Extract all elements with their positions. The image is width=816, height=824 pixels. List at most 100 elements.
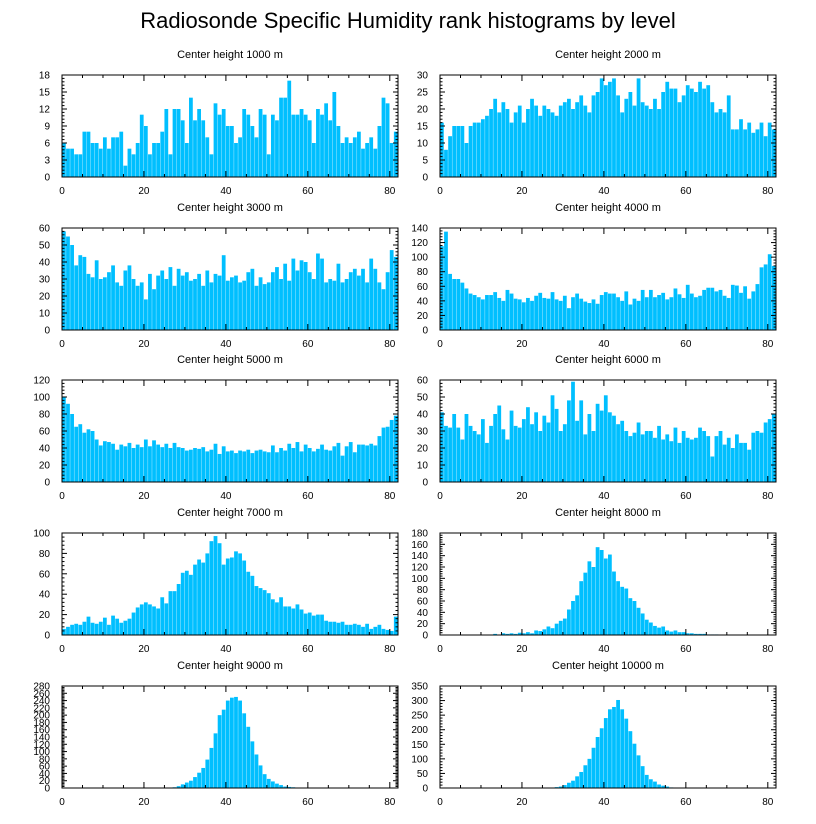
panel-title: Center height 10000 m — [552, 660, 664, 672]
bar — [270, 599, 275, 635]
x-tick-label: 60 — [680, 797, 692, 808]
y-tick-label: 160 — [33, 725, 50, 736]
bar — [550, 112, 555, 177]
bar — [485, 295, 489, 330]
bar — [448, 273, 452, 330]
x-tick-label: 60 — [302, 186, 314, 197]
y-tick-label: 15 — [417, 122, 429, 133]
bar — [127, 442, 132, 482]
y-tick-label: 40 — [39, 444, 51, 455]
bar — [460, 439, 465, 482]
y-tick-label: 120 — [411, 238, 428, 249]
bar — [230, 450, 234, 482]
bar — [653, 297, 657, 330]
bar — [534, 412, 539, 482]
bar — [201, 562, 206, 635]
bar — [148, 446, 152, 482]
y-tick-label: 200 — [33, 711, 50, 722]
bar — [74, 265, 79, 330]
bar — [82, 432, 87, 482]
bar — [254, 285, 259, 330]
bar — [176, 447, 181, 482]
bar — [526, 297, 530, 330]
bar — [393, 256, 398, 330]
x-tick-label: 80 — [384, 797, 396, 808]
y-tick-label: 100 — [411, 574, 428, 585]
bar — [710, 456, 715, 482]
bar — [743, 442, 747, 482]
x-tick-label: 40 — [220, 186, 232, 197]
bar — [119, 285, 124, 330]
x-tick-label: 0 — [437, 797, 443, 808]
bar — [344, 624, 349, 635]
bar — [620, 586, 625, 635]
bar — [336, 126, 341, 177]
y-tick-label: 150 — [411, 740, 428, 751]
bar — [698, 295, 702, 330]
bar — [74, 426, 79, 482]
bar — [291, 258, 296, 330]
bar — [254, 754, 259, 788]
bar — [472, 431, 477, 482]
y-tick-label: 350 — [411, 682, 428, 693]
panel-title: Center height 5000 m — [177, 354, 283, 366]
x-tick-label: 60 — [680, 186, 692, 197]
bar — [612, 571, 616, 635]
bar — [722, 444, 727, 482]
bar — [299, 451, 304, 482]
bar — [246, 571, 251, 635]
bar — [739, 292, 743, 330]
bar — [70, 245, 74, 330]
x-tick-label: 80 — [762, 644, 774, 655]
bar — [739, 442, 743, 482]
bar — [250, 126, 255, 177]
bar — [340, 282, 345, 330]
plot-frame — [439, 685, 777, 789]
x-tick-label: 0 — [437, 339, 443, 350]
bar — [279, 597, 283, 635]
bar — [571, 780, 575, 788]
y-tick-label: 160 — [411, 540, 428, 551]
bar — [340, 621, 345, 635]
bar — [172, 109, 177, 177]
bar — [98, 445, 103, 482]
x-tick-label: 0 — [59, 491, 65, 502]
bar — [197, 448, 201, 482]
bar — [608, 293, 612, 330]
bar — [381, 289, 386, 330]
bar — [205, 451, 210, 482]
bar — [389, 630, 394, 635]
bar — [320, 444, 324, 482]
bar — [336, 442, 341, 482]
y-tick-label: 0 — [422, 784, 428, 795]
bar — [324, 620, 329, 635]
bar — [238, 450, 242, 482]
bar — [221, 255, 226, 330]
bar — [209, 449, 214, 482]
bar — [168, 267, 173, 330]
bar — [476, 434, 481, 482]
y-tick-label: 30 — [417, 427, 429, 438]
bar — [648, 289, 653, 330]
bar — [480, 119, 485, 177]
bar — [78, 624, 83, 635]
bar — [747, 298, 752, 330]
bar — [632, 298, 637, 330]
bar — [763, 136, 768, 177]
bar — [480, 419, 485, 482]
y-tick-label: 50 — [39, 241, 51, 252]
bar — [603, 558, 608, 635]
bar — [575, 595, 579, 635]
x-tick-label: 40 — [598, 186, 610, 197]
bar — [168, 154, 173, 177]
y-tick-label: 12 — [39, 105, 51, 116]
bar — [603, 395, 608, 482]
bar — [287, 80, 292, 177]
bar — [726, 437, 731, 482]
bar — [123, 270, 128, 330]
bar — [66, 626, 70, 635]
y-tick-label: 6 — [44, 139, 50, 150]
bar — [591, 567, 596, 635]
bar — [722, 295, 727, 330]
bar — [767, 419, 772, 482]
